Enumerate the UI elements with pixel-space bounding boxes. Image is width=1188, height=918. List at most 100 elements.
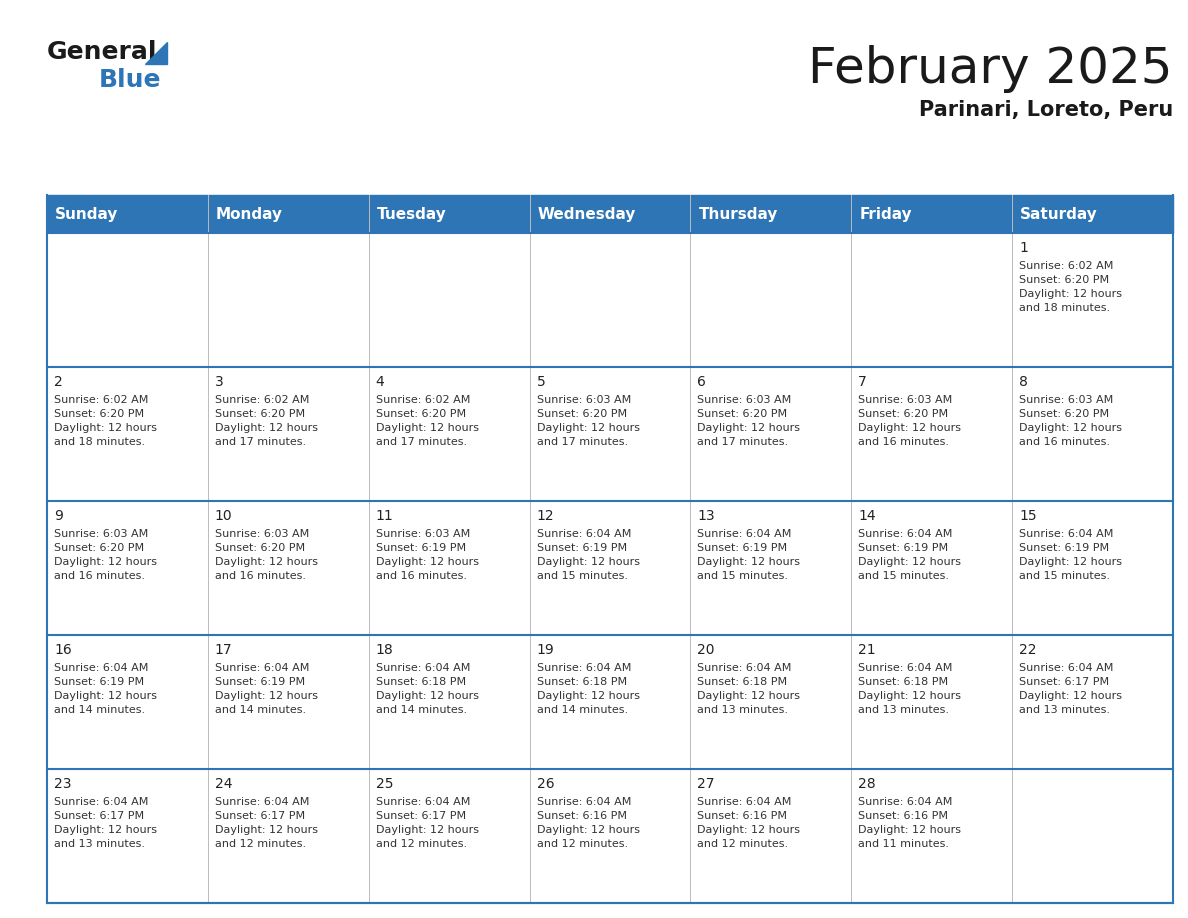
- Bar: [208, 233, 368, 367]
- Bar: [690, 769, 852, 903]
- Bar: [690, 501, 852, 635]
- Text: and 16 minutes.: and 16 minutes.: [375, 571, 467, 581]
- Bar: [368, 635, 530, 769]
- Text: Sunset: 6:19 PM: Sunset: 6:19 PM: [537, 543, 627, 553]
- Bar: [1012, 233, 1173, 367]
- Bar: [48, 367, 208, 501]
- Text: 14: 14: [858, 509, 876, 523]
- Text: 7: 7: [858, 375, 867, 389]
- Text: Sunrise: 6:03 AM: Sunrise: 6:03 AM: [53, 529, 148, 539]
- Text: Daylight: 12 hours: Daylight: 12 hours: [53, 557, 157, 567]
- Text: 15: 15: [1019, 509, 1037, 523]
- Text: Sunrise: 6:04 AM: Sunrise: 6:04 AM: [858, 529, 953, 539]
- Text: Sunset: 6:17 PM: Sunset: 6:17 PM: [375, 811, 466, 821]
- Text: 11: 11: [375, 509, 393, 523]
- Text: Sunrise: 6:02 AM: Sunrise: 6:02 AM: [1019, 261, 1113, 271]
- Text: Sunset: 6:20 PM: Sunset: 6:20 PM: [53, 543, 144, 553]
- Text: Daylight: 12 hours: Daylight: 12 hours: [858, 423, 961, 433]
- Text: and 14 minutes.: and 14 minutes.: [215, 705, 307, 715]
- Text: Daylight: 12 hours: Daylight: 12 hours: [858, 557, 961, 567]
- Text: Sunrise: 6:04 AM: Sunrise: 6:04 AM: [1019, 663, 1113, 673]
- Text: 17: 17: [215, 643, 233, 657]
- Bar: [208, 501, 368, 635]
- Text: Sunrise: 6:04 AM: Sunrise: 6:04 AM: [697, 797, 792, 807]
- Text: and 12 minutes.: and 12 minutes.: [215, 839, 307, 849]
- Text: and 18 minutes.: and 18 minutes.: [1019, 303, 1111, 313]
- Bar: [48, 233, 208, 367]
- Text: Sunset: 6:18 PM: Sunset: 6:18 PM: [375, 677, 466, 687]
- Text: 18: 18: [375, 643, 393, 657]
- Text: and 18 minutes.: and 18 minutes.: [53, 437, 145, 447]
- Bar: [530, 233, 690, 367]
- Text: and 12 minutes.: and 12 minutes.: [537, 839, 627, 849]
- Text: 23: 23: [53, 777, 71, 791]
- Text: 1: 1: [1019, 241, 1028, 255]
- Text: Parinari, Loreto, Peru: Parinari, Loreto, Peru: [918, 100, 1173, 120]
- Text: Daylight: 12 hours: Daylight: 12 hours: [1019, 423, 1123, 433]
- Text: Sunset: 6:20 PM: Sunset: 6:20 PM: [215, 409, 305, 419]
- Bar: [530, 769, 690, 903]
- Text: 26: 26: [537, 777, 554, 791]
- Text: Sunset: 6:18 PM: Sunset: 6:18 PM: [537, 677, 627, 687]
- Text: Daylight: 12 hours: Daylight: 12 hours: [215, 825, 318, 835]
- Text: Thursday: Thursday: [699, 207, 778, 221]
- Bar: [530, 195, 690, 233]
- Text: Daylight: 12 hours: Daylight: 12 hours: [858, 825, 961, 835]
- Text: and 15 minutes.: and 15 minutes.: [537, 571, 627, 581]
- Text: 3: 3: [215, 375, 223, 389]
- Bar: [208, 367, 368, 501]
- Text: Daylight: 12 hours: Daylight: 12 hours: [537, 423, 639, 433]
- Text: Sunrise: 6:04 AM: Sunrise: 6:04 AM: [697, 529, 792, 539]
- Bar: [690, 233, 852, 367]
- Text: 5: 5: [537, 375, 545, 389]
- Text: Sunset: 6:20 PM: Sunset: 6:20 PM: [858, 409, 948, 419]
- Text: Sunrise: 6:04 AM: Sunrise: 6:04 AM: [215, 797, 309, 807]
- Text: Daylight: 12 hours: Daylight: 12 hours: [697, 825, 801, 835]
- Text: Sunrise: 6:04 AM: Sunrise: 6:04 AM: [858, 663, 953, 673]
- Text: Daylight: 12 hours: Daylight: 12 hours: [375, 825, 479, 835]
- Text: 10: 10: [215, 509, 233, 523]
- Text: Sunrise: 6:03 AM: Sunrise: 6:03 AM: [537, 395, 631, 405]
- Text: Sunset: 6:17 PM: Sunset: 6:17 PM: [1019, 677, 1110, 687]
- Bar: [368, 367, 530, 501]
- Text: Sunset: 6:17 PM: Sunset: 6:17 PM: [53, 811, 144, 821]
- Text: Daylight: 12 hours: Daylight: 12 hours: [697, 557, 801, 567]
- Text: Daylight: 12 hours: Daylight: 12 hours: [537, 691, 639, 701]
- Text: Sunrise: 6:03 AM: Sunrise: 6:03 AM: [375, 529, 470, 539]
- Text: 20: 20: [697, 643, 715, 657]
- Text: Sunset: 6:20 PM: Sunset: 6:20 PM: [537, 409, 627, 419]
- Text: 21: 21: [858, 643, 876, 657]
- Bar: [368, 195, 530, 233]
- Text: and 12 minutes.: and 12 minutes.: [697, 839, 789, 849]
- Text: and 16 minutes.: and 16 minutes.: [858, 437, 949, 447]
- Bar: [530, 635, 690, 769]
- Bar: [1012, 769, 1173, 903]
- Text: and 17 minutes.: and 17 minutes.: [697, 437, 789, 447]
- Text: Daylight: 12 hours: Daylight: 12 hours: [215, 557, 318, 567]
- Bar: [48, 769, 208, 903]
- Text: 2: 2: [53, 375, 63, 389]
- Text: Sunset: 6:16 PM: Sunset: 6:16 PM: [697, 811, 788, 821]
- Text: Sunrise: 6:02 AM: Sunrise: 6:02 AM: [53, 395, 148, 405]
- Text: Monday: Monday: [216, 207, 283, 221]
- Text: Daylight: 12 hours: Daylight: 12 hours: [537, 825, 639, 835]
- Text: Sunrise: 6:04 AM: Sunrise: 6:04 AM: [53, 663, 148, 673]
- Bar: [48, 501, 208, 635]
- Bar: [852, 233, 1012, 367]
- Text: Sunset: 6:19 PM: Sunset: 6:19 PM: [858, 543, 948, 553]
- Text: Sunrise: 6:04 AM: Sunrise: 6:04 AM: [215, 663, 309, 673]
- Bar: [1012, 501, 1173, 635]
- Text: 27: 27: [697, 777, 715, 791]
- Bar: [690, 635, 852, 769]
- Text: Daylight: 12 hours: Daylight: 12 hours: [1019, 691, 1123, 701]
- Text: Daylight: 12 hours: Daylight: 12 hours: [375, 423, 479, 433]
- Text: and 15 minutes.: and 15 minutes.: [858, 571, 949, 581]
- Bar: [852, 635, 1012, 769]
- Text: Sunrise: 6:03 AM: Sunrise: 6:03 AM: [858, 395, 953, 405]
- Bar: [530, 501, 690, 635]
- Bar: [1012, 635, 1173, 769]
- Text: Sunset: 6:19 PM: Sunset: 6:19 PM: [697, 543, 788, 553]
- Text: 13: 13: [697, 509, 715, 523]
- Bar: [852, 195, 1012, 233]
- Text: Tuesday: Tuesday: [377, 207, 447, 221]
